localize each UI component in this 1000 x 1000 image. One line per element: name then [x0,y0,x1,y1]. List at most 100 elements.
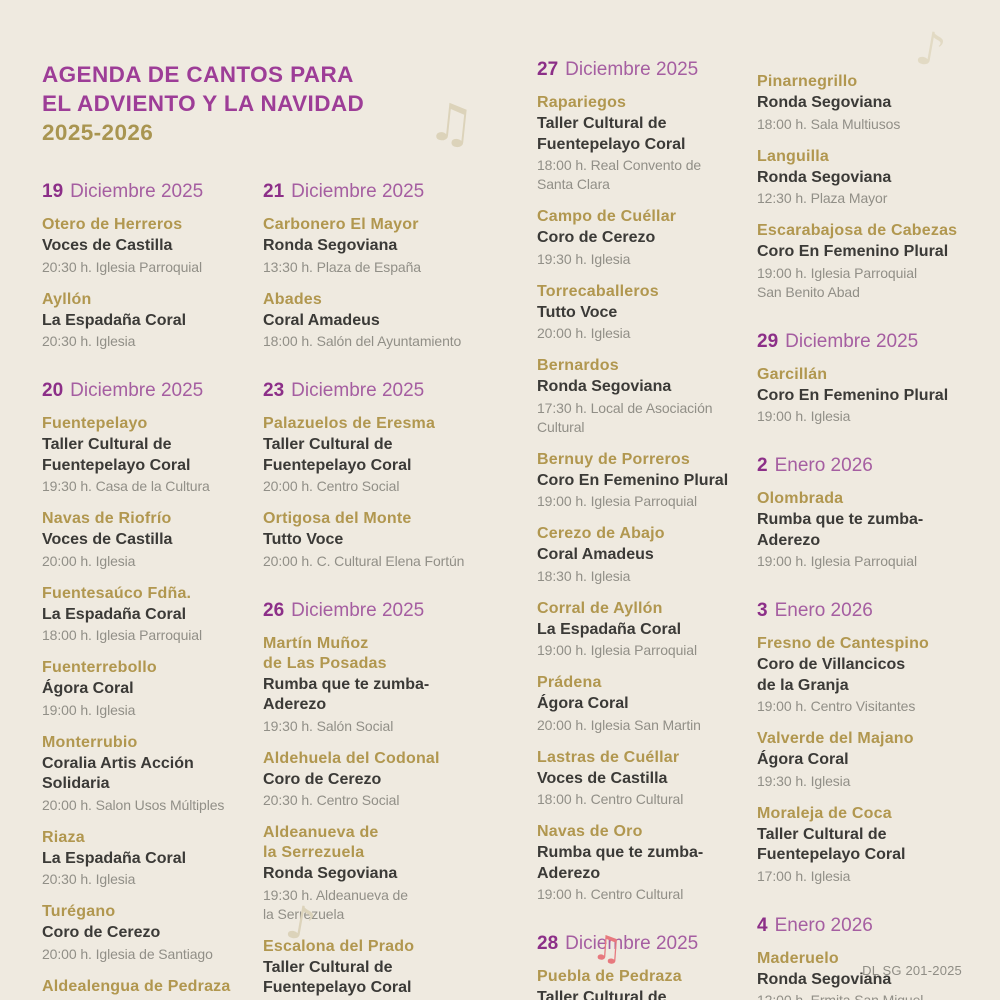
event-choir-group: Coro En Femenino Plural [757,243,949,260]
date-section: 19 Diciembre 2025 Otero de Herreros Voces d… [42,180,260,351]
event-town: Puebla de Pedraza [537,968,682,985]
event-town: Rapariegos [537,94,627,111]
page-title: AGENDA DE CANTOS PARA EL ADVIENTO Y LA N… [42,60,364,147]
event-time-venue: 19:00 h. Iglesia Parroquial [537,493,697,509]
date-heading: 20 Diciembre 2025 [42,379,260,403]
event-choir-group: Rumba que te zumba- Aderezo [42,998,260,1000]
event-choir-group: Coro En Femenino Plural [757,386,949,404]
event-choir-group: Ronda Segoviana [263,237,398,254]
event-town: Otero de Herreros [42,216,183,233]
event-listing: Navas de Oro Rumba que te zumba- Aderezo 1… [537,822,752,904]
event-time-venue: 13:30 h. Plaza de España [263,258,421,275]
event-time-venue: 20:30 h. Iglesia [42,871,136,887]
event-choir-group: Ronda Segoviana [757,94,892,111]
date-section: 2 Enero 2026 Olombrada Rumba que te zumba- … [757,454,982,571]
event-choir-group: La Espadaña Coral [42,605,187,623]
event-town: Escalona del Prado [263,937,415,955]
date-month-year: Diciembre 2025 [565,59,699,80]
date-month-year: Diciembre 2025 [70,181,204,202]
event-choir-group: Coro de Cerezo [537,229,656,246]
event-town: Carbonero El Mayor [263,216,419,233]
event-time-venue: 20:00 h. Centro Social [263,478,400,494]
date-section: 26 Diciembre 2025 Martín Muñoz de Las Posa… [263,599,488,1000]
event-time-venue: 19:30 h. Iglesia [757,772,851,789]
date-month-year: Diciembre 2025 [565,933,699,954]
date-heading: 27 Diciembre 2025 [537,58,752,82]
event-time-venue: 19:30 h. Casa de la Cultura [42,478,210,494]
event-time-venue: 17:00 h. Iglesia [757,867,851,884]
event-listing: Torrecaballeros Tutto Voce 20:00 h. Iglesi… [537,282,752,344]
event-listing: Lastras de Cuéllar Voces de Castilla 18:00… [537,748,752,810]
event-choir-group: Ronda Segoviana [757,168,892,186]
event-time-venue: 19:00 h. Iglesia Parroquial San Benito A… [757,264,917,300]
date-section: 3 Enero 2026 Fresno de Cantespino Coro de V… [757,599,982,886]
column-3: 27 Diciembre 2025 Rapariegos Taller Cultura… [537,58,752,1000]
date-section: 4 Enero 2026 Maderuelo Ronda Segoviana 12:00… [757,914,982,1000]
event-town: Martín Muñoz de Las Posadas [263,634,387,672]
event-listing: Ortigosa del Monte Tutto Voce 20:00 h. C. … [263,509,488,571]
column-4: Pinarnegrillo Ronda Segoviana 18:00 h. Sal… [757,58,982,1000]
event-time-venue: 19:30 h. Salón Social [263,717,394,734]
event-town: Aldeanueva de la Serrezuela [263,824,379,861]
date-month-year: Diciembre 2025 [70,380,204,401]
event-town: Aldehuela del Codonal [263,749,440,767]
date-month-year: Diciembre 2025 [291,599,425,621]
event-town: Turégano [42,903,116,920]
event-choir-group: Ágora Coral [757,751,849,768]
event-town: Palazuelos de Eresma [263,415,436,432]
date-month-year: Diciembre 2025 [291,380,425,401]
event-time-venue: 20:00 h. Iglesia de Santiago [42,945,213,962]
event-town: Ortigosa del Monte [263,510,412,527]
date-day: 2 [757,455,768,476]
date-heading: 21 Diciembre 2025 [263,180,488,204]
event-time-venue: 18:00 h. Real Convento de Santa Clara [537,157,702,192]
legal-deposit-imprint: DL SG 201-2025 [862,963,962,978]
event-time-venue: 12:00 h. Ermita San Miguel [757,992,924,1000]
event-time-venue: 19:00 h. Iglesia Parroquial [537,642,697,658]
event-choir-group: Rumba que te zumba- Aderezo [757,511,924,549]
event-time-venue: 20:00 h. C. Cultural Elena Fortún [263,552,465,569]
date-month-year: Enero 2026 [774,600,873,621]
event-listing: Campo de Cuéllar Coro de Cerezo 19:30 h. I… [537,207,752,269]
event-town: Navas de Oro [537,823,643,840]
date-month-year: Diciembre 2025 [291,181,425,202]
event-listing: Pinarnegrillo Ronda Segoviana 18:00 h. Sal… [757,72,982,134]
date-day: 29 [757,330,779,352]
event-town: Lastras de Cuéllar [537,748,680,766]
event-town: Escarabajosa de Cabezas [757,222,958,239]
event-choir-group: Ágora Coral [537,695,629,712]
event-town: Abades [263,290,322,308]
event-choir-group: La Espadaña Coral [42,311,187,329]
title-year: 2025-2026 [42,120,154,145]
column-1: 19 Diciembre 2025 Otero de Herreros Voces d… [42,180,260,1000]
event-time-venue: 20:30 h. Iglesia [42,333,136,349]
event-town: Garcillán [757,365,828,383]
event-listing: Prádena Ágora Coral 20:00 h. Iglesia San M… [537,673,752,735]
date-day: 23 [263,380,285,401]
title-line-1: AGENDA DE CANTOS PARA [42,62,354,87]
date-section: 29 Diciembre 2025 Garcillán Coro En Femenin… [757,330,982,427]
event-town: Ayllón [42,290,92,308]
event-choir-group: Taller Cultural de Fuentepelayo Coral [757,825,906,864]
event-choir-group: Ronda Segoviana [263,865,398,882]
event-listing: Palazuelos de Eresma Taller Cultural de F… [263,414,488,496]
event-town: Fresno de Cantespino [757,635,930,652]
event-listing: Languilla Ronda Segoviana 12:30 h. Plaza M… [757,147,982,209]
event-listing: Martín Muñoz de Las Posadas Rumba que te … [263,634,488,736]
date-day: 21 [263,181,285,202]
event-listing: Aldealengua de Pedraza Rumba que te zumba… [42,977,260,1000]
event-choir-group: Taller Cultural de Fuentepelayo Coral [42,436,191,474]
event-time-venue: 12:30 h. Plaza Mayor [757,190,888,206]
event-choir-group: Coral Amadeus [263,311,380,329]
event-time-venue: 18:00 h. Salón del Ayuntamiento [263,333,462,349]
event-listing: Garcillán Coro En Femenino Plural 19:00 h.… [757,365,982,427]
event-town: Corral de Ayllón [537,599,663,617]
date-section: 28 Diciembre 2025 Puebla de Pedraza Taller … [537,932,752,1000]
event-choir-group: Taller Cultural de Fuentepelayo Coral [263,436,412,474]
event-listing: Fuentesaúco Fdña. La Espadaña Coral 18:00 … [42,584,260,646]
title-line-2: EL ADVIENTO Y LA NAVIDAD [42,91,365,116]
event-time-venue: 19:30 h. Aldeanueva de la Serrezuela [263,886,408,922]
event-listing: Rapariegos Taller Cultural de Fuentepelay… [537,93,752,194]
event-listing: Riaza La Espadaña Coral 20:30 h. Iglesia [42,828,260,890]
